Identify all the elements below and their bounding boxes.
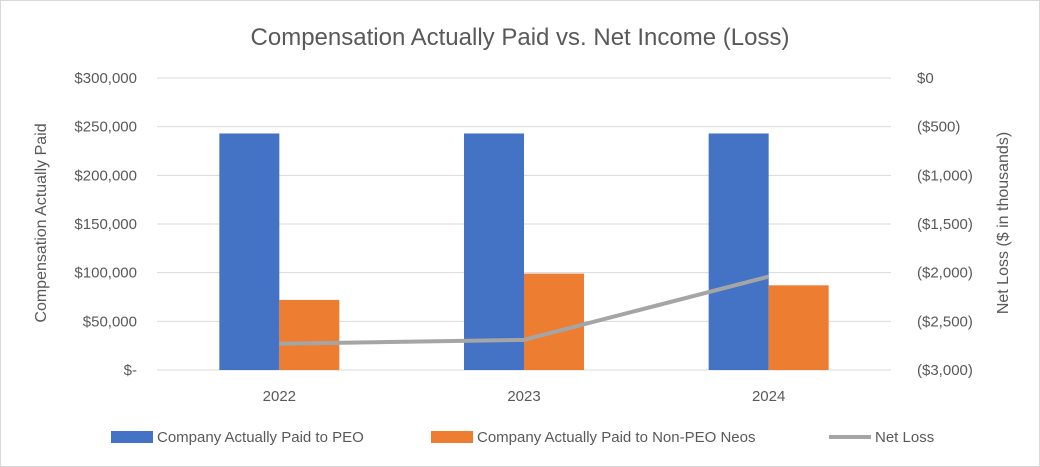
legend: Company Actually Paid to PEO Company Actu… [111, 429, 934, 446]
x-axis-ticks: 2022 2023 2024 [263, 388, 786, 405]
y2-tick-label: ($500) [917, 119, 960, 136]
legend-label: Company Actually Paid to PEO [157, 429, 364, 446]
y-tick-label: $50,000 [83, 313, 137, 330]
legend-label: Company Actually Paid to Non-PEO Neos [477, 429, 755, 446]
bar [219, 133, 280, 370]
x-tick-label: 2023 [507, 388, 540, 405]
bar [464, 133, 524, 370]
legend-swatch [431, 431, 473, 443]
y2-tick-label: ($1,500) [917, 216, 973, 233]
y-tick-label: $150,000 [74, 216, 137, 233]
series-line [279, 274, 770, 346]
y2-tick-label: ($2,000) [917, 265, 973, 282]
y-tick-label: $300,000 [74, 70, 137, 87]
y-tick-label: $- [124, 362, 137, 379]
y-axis-label: Compensation Actually Paid [33, 123, 50, 322]
chart-title: Compensation Actually Paid vs. Net Incom… [251, 24, 790, 51]
y2-tick-label: $0 [917, 70, 934, 87]
y2-tick-label: ($2,500) [917, 313, 973, 330]
y-tick-label: $250,000 [74, 119, 137, 136]
y2-axis-label: Net Loss ($ in thousands) [995, 132, 1012, 314]
bar [708, 133, 769, 370]
y-tick-label: $100,000 [74, 265, 137, 282]
y2-tick-label: ($3,000) [917, 362, 973, 379]
y-tick-label: $200,000 [74, 167, 137, 184]
x-tick-label: 2022 [263, 388, 296, 405]
bar [524, 273, 584, 370]
line-series [279, 274, 770, 346]
legend-swatch [111, 431, 153, 443]
y2-tick-label: ($1,000) [917, 167, 973, 184]
bar-series [219, 133, 829, 370]
legend-label: Net Loss [875, 429, 934, 446]
bar [768, 285, 829, 370]
bar [279, 299, 340, 370]
x-tick-label: 2024 [752, 388, 785, 405]
left-axis-ticks: $- $50,000 $100,000 $150,000 $200,000 $250,00… [74, 70, 137, 379]
right-axis-ticks: $0 ($500) ($1,000) ($1,500) ($2,000) ($2,500)… [917, 70, 973, 379]
